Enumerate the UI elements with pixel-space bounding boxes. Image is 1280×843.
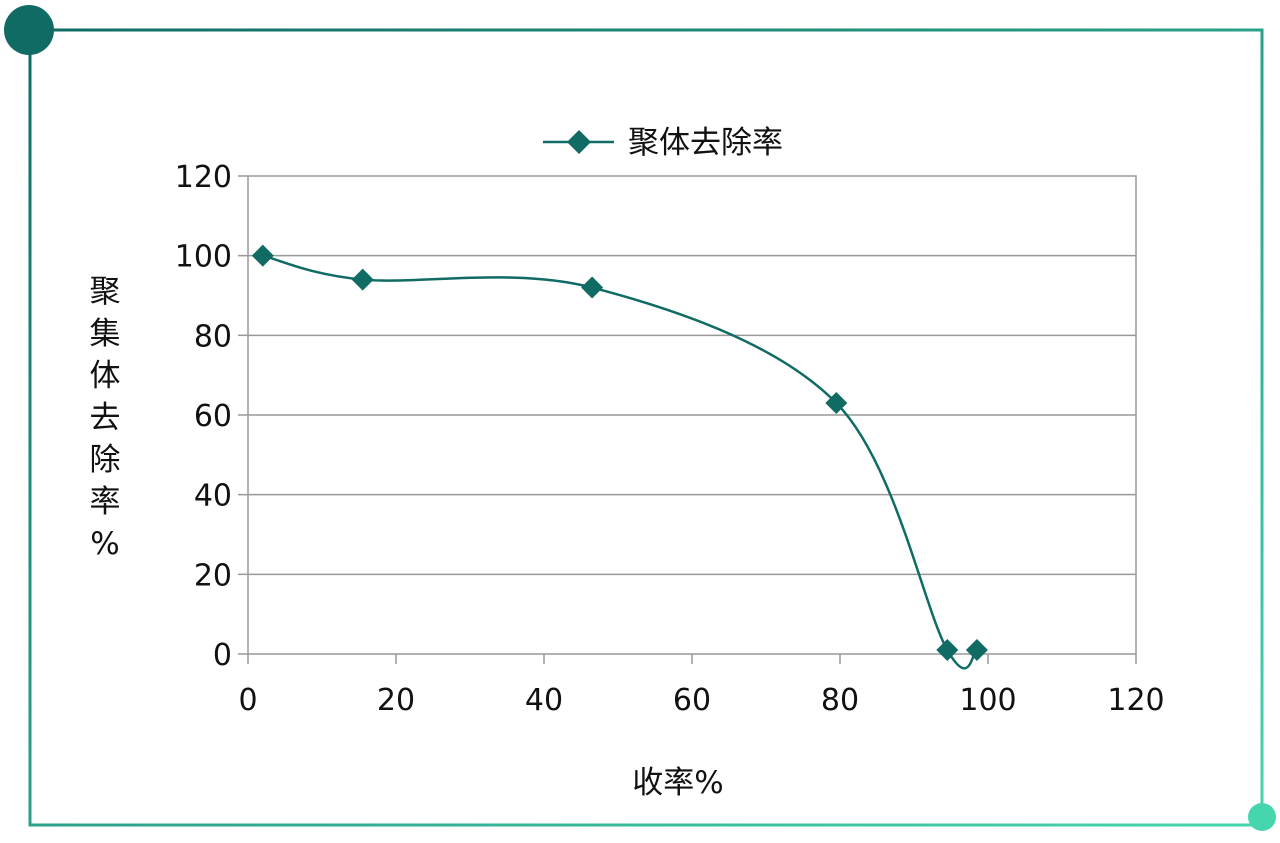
- y-tick-label: 60: [194, 399, 232, 434]
- x-tick-label: 0: [238, 683, 257, 718]
- legend: 聚体去除率: [543, 125, 783, 161]
- y-tick-label: 0: [213, 638, 232, 673]
- x-tick-label: 40: [525, 683, 563, 718]
- y-axis-label-char: %: [90, 526, 119, 562]
- y-tick-label: 20: [194, 558, 232, 593]
- y-axis-label-char: 集: [90, 316, 121, 352]
- y-tick-label: 100: [175, 240, 232, 275]
- x-axis-label: 收率%: [632, 765, 723, 801]
- x-tick-label: 80: [821, 683, 859, 718]
- data-point: [251, 244, 274, 267]
- data-point: [581, 276, 604, 299]
- y-axis-label-char: 体: [90, 358, 121, 394]
- series-line: [262, 254, 979, 670]
- y-tick-label: 40: [194, 479, 232, 514]
- gridlines: [248, 254, 1136, 576]
- y-tick-label: 120: [175, 160, 232, 195]
- x-tick-label: 120: [1107, 683, 1164, 718]
- x-tick-label: 60: [673, 683, 711, 718]
- data-point: [825, 392, 848, 415]
- data-point: [936, 639, 959, 662]
- y-tick-label: 80: [194, 319, 232, 354]
- legend-label: 聚体去除率: [628, 125, 783, 161]
- legend-marker-diamond: [567, 130, 591, 154]
- frame-corner-dot-bottom-right: [1248, 803, 1276, 831]
- axes: [238, 175, 1137, 664]
- data-point: [965, 639, 988, 662]
- x-tick-label: 20: [377, 683, 415, 718]
- y-axis-label-char: 聚: [90, 274, 121, 310]
- tick-labels: 0 20 40 60 80 100 120 0 20 40 60 80 100 120: [175, 160, 1165, 718]
- y-axis-label-char: 去: [90, 400, 121, 436]
- x-tick-label: 100: [959, 683, 1016, 718]
- y-axis-label-char: 率: [90, 484, 121, 520]
- decorative-frame: [4, 5, 1276, 831]
- data-point: [351, 268, 374, 291]
- series-layer: [251, 244, 988, 670]
- frame-corner-dot-top-left: [4, 5, 54, 55]
- y-axis-label-char: 除: [90, 442, 121, 478]
